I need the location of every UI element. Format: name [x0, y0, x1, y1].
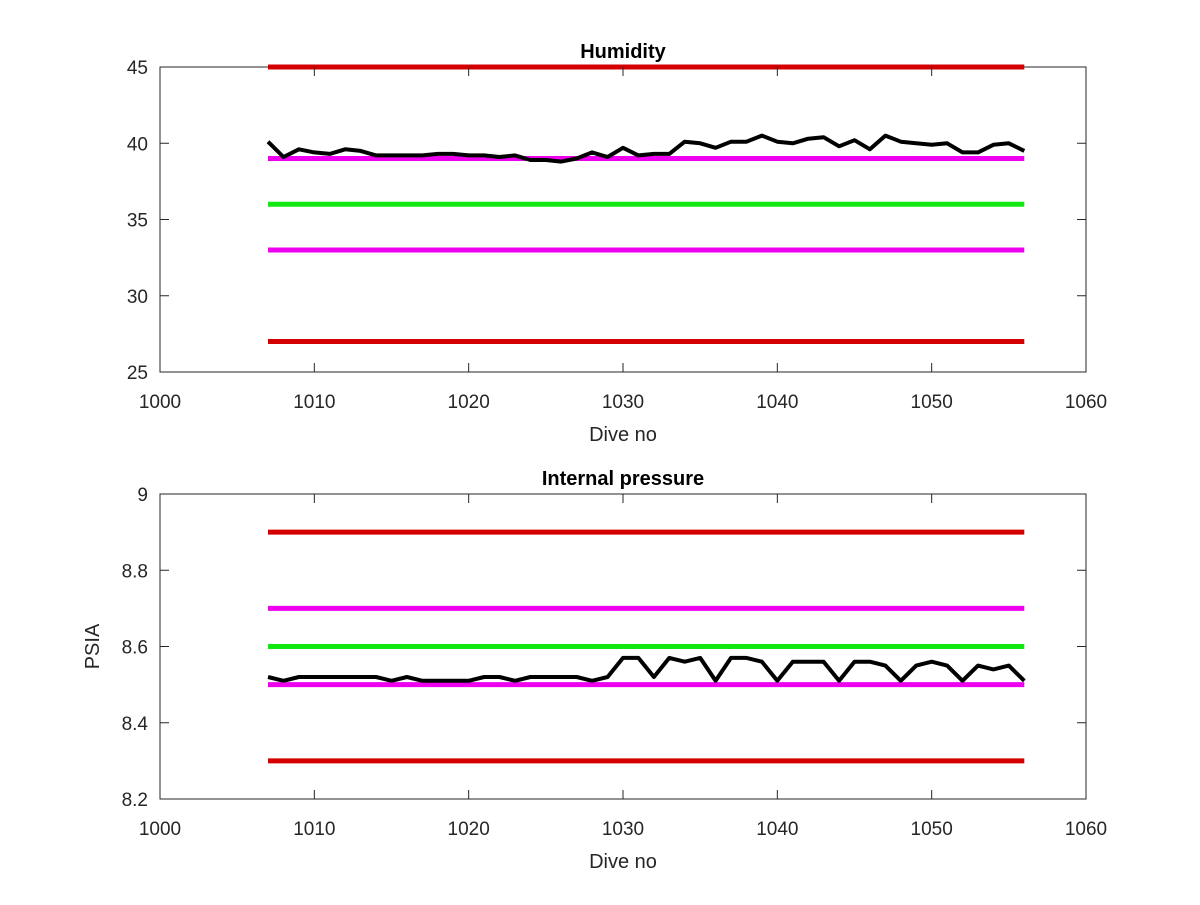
pressure-y-tick-label: 9 — [137, 485, 148, 506]
humidity-y-tick-label: 45 — [127, 58, 148, 79]
humidity-series-group — [266, 64, 1026, 344]
humidity-x-tick-label: 1040 — [756, 392, 798, 413]
pressure-x-tick-label: 1060 — [1065, 819, 1107, 840]
pressure-y-tick-label: 8.2 — [122, 790, 148, 811]
pressure-x-tick-label: 1010 — [293, 819, 335, 840]
humidity-x-tick-label: 1030 — [602, 392, 644, 413]
pressure-x-tick-label: 1030 — [602, 819, 644, 840]
pressure-x-tick-label: 1020 — [448, 819, 490, 840]
humidity-x-tick-label: 1010 — [293, 392, 335, 413]
humidity-y-tick-label: 30 — [127, 287, 148, 308]
pressure-title: Internal pressure — [542, 468, 704, 490]
humidity-x-tick-label: 1050 — [911, 392, 953, 413]
humidity-axes-box — [159, 66, 1087, 373]
pressure-x-axis-label: Dive no — [589, 851, 657, 873]
humidity-ticks-group: 1000 1010 1020 1030 1040 1050 1060 25 30 35 40 45 — [127, 58, 1107, 413]
pressure-ticks-group: 1000 1010 1020 1030 1040 1050 1060 8.2 8.4 8.6 8.8… — [122, 485, 1108, 840]
pressure-y-tick-label: 8.8 — [122, 561, 148, 582]
humidity-y-tick-label: 40 — [127, 134, 148, 155]
pressure-x-tick-label: 1040 — [756, 819, 798, 840]
pressure-x-tick-label: 1000 — [139, 819, 181, 840]
humidity-x-axis-label: Dive no — [589, 424, 657, 446]
humidity-x-tick-label: 1020 — [448, 392, 490, 413]
pressure-series-group — [267, 529, 1026, 764]
pressure-x-tick-label: 1050 — [911, 819, 953, 840]
humidity-x-tick-label: 1000 — [139, 392, 181, 413]
humidity-x-tick-label: 1060 — [1065, 392, 1107, 413]
humidity-plot: 1000 1010 1020 1030 1040 1050 1060 25 30 35 40 45 H… — [127, 41, 1107, 446]
humidity-data-line — [266, 133, 1026, 164]
humidity-y-tick-label: 35 — [127, 211, 148, 232]
humidity-y-tick-label: 25 — [127, 363, 148, 384]
pressure-y-tick-label: 8.6 — [122, 638, 148, 659]
humidity-title: Humidity — [580, 41, 666, 63]
pressure-y-axis-label: PSIA — [82, 623, 104, 669]
pressure-plot: 1000 1010 1020 1030 1040 1050 1060 8.2 8.4 8.6 8.8… — [82, 468, 1107, 873]
pressure-data-line — [267, 655, 1026, 683]
pressure-y-tick-label: 8.4 — [122, 714, 149, 735]
